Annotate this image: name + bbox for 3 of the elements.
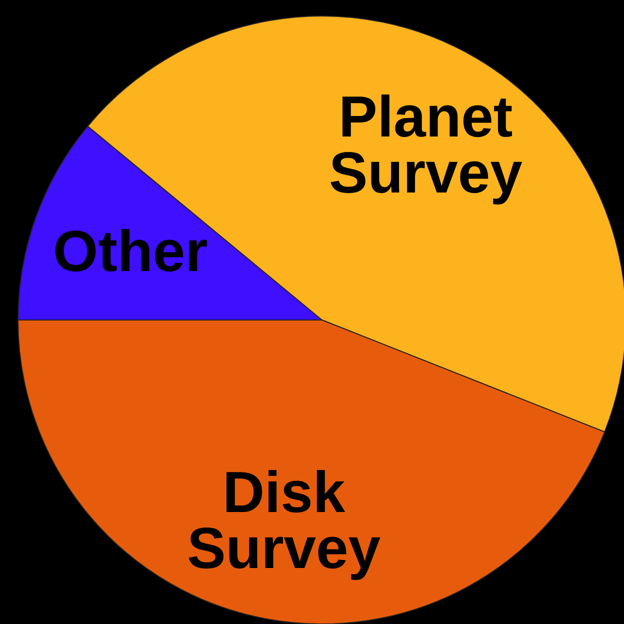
slice-label: Planet Survey [328,84,522,206]
slice-label: Disk Survey [187,460,381,581]
slice-label: Other [53,218,208,284]
